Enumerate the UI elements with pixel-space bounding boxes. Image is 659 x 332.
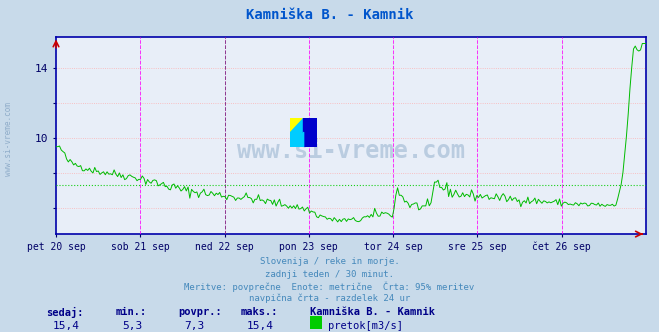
Text: 5,3: 5,3 [122,321,142,331]
Text: povpr.:: povpr.: [178,307,221,317]
Text: navpična črta - razdelek 24 ur: navpična črta - razdelek 24 ur [249,293,410,303]
Text: min.:: min.: [115,307,146,317]
Text: pretok[m3/s]: pretok[m3/s] [328,321,403,331]
Text: 7,3: 7,3 [185,321,205,331]
Text: maks.:: maks.: [241,307,278,317]
Text: www.si-vreme.com: www.si-vreme.com [237,139,465,163]
Text: zadnji teden / 30 minut.: zadnji teden / 30 minut. [265,270,394,279]
Text: 15,4: 15,4 [247,321,274,331]
Text: sedaj:: sedaj: [46,307,84,318]
Text: Kamniška B. - Kamnik: Kamniška B. - Kamnik [310,307,435,317]
Text: 15,4: 15,4 [53,321,80,331]
Text: www.si-vreme.com: www.si-vreme.com [4,103,13,176]
Text: Kamniška B. - Kamnik: Kamniška B. - Kamnik [246,8,413,22]
Text: Meritve: povprečne  Enote: metrične  Črta: 95% meritev: Meritve: povprečne Enote: metrične Črta:… [185,282,474,292]
Text: Slovenija / reke in morje.: Slovenija / reke in morje. [260,257,399,266]
